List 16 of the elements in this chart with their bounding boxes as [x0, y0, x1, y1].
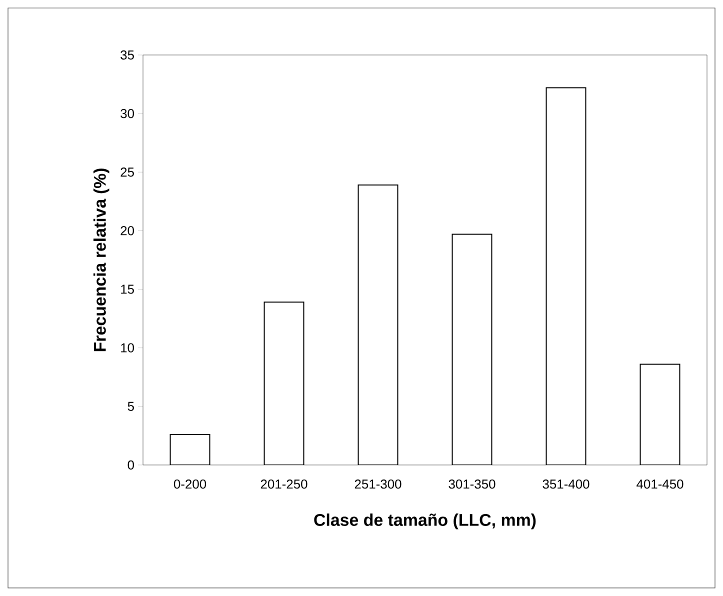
y-tick-label: 10 — [121, 343, 134, 352]
x-tick-label: 351-400 — [542, 480, 590, 489]
x-axis-title: Clase de tamaño (LLC, mm) — [314, 514, 536, 530]
y-axis-title: Frecuencia relativa (%) — [93, 168, 110, 352]
x-tick-label: 0-200 — [174, 480, 206, 489]
x-tick-label: 201-250 — [260, 480, 308, 489]
y-tick-label: 15 — [121, 284, 134, 294]
y-tick-label: 25 — [120, 168, 134, 177]
y-tick-label: 30 — [120, 108, 134, 118]
y-tick-label: 5 — [128, 402, 134, 411]
y-tick-label: 35 — [120, 50, 134, 60]
x-tick-label: 251-300 — [354, 480, 402, 489]
x-tick-label: 401-450 — [636, 480, 684, 489]
x-tick-label: 301-350 — [448, 480, 496, 489]
y-tick-label: 20 — [120, 226, 134, 236]
y-tick-label: 0 — [128, 460, 134, 470]
